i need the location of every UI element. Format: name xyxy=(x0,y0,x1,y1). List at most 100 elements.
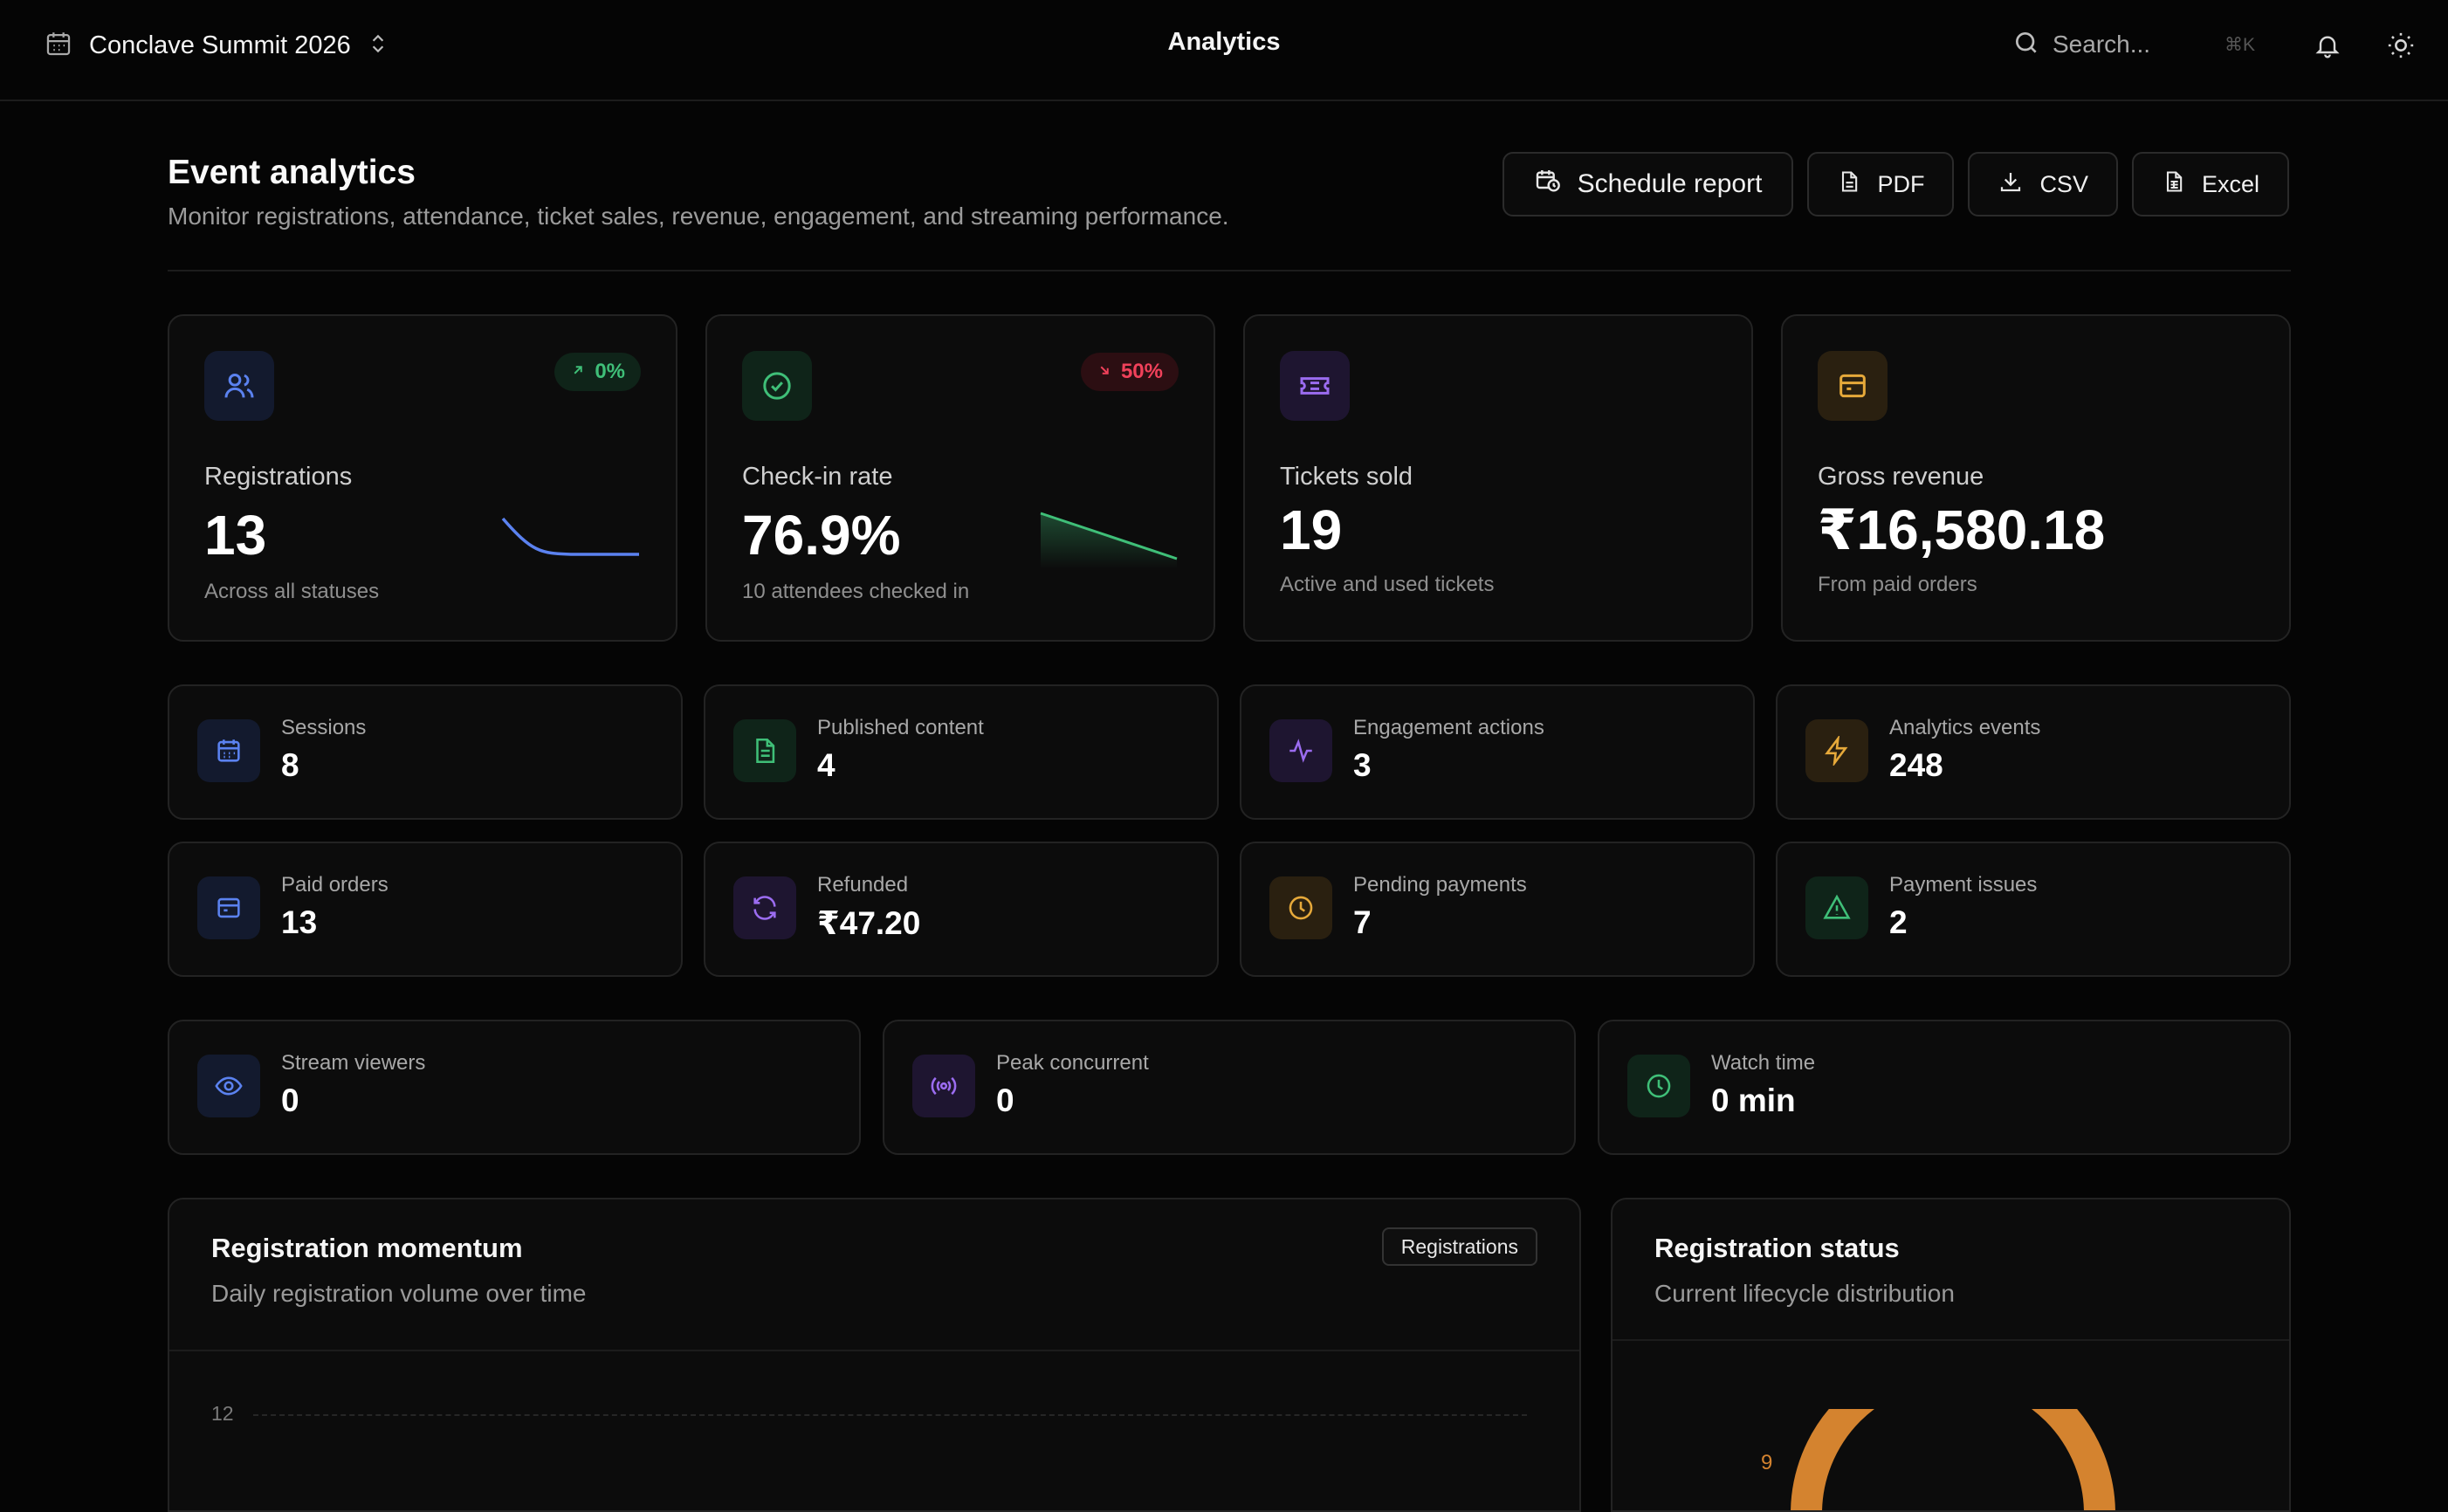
registrations-sparkline xyxy=(501,517,639,556)
registrations-series-toggle[interactable]: Registrations xyxy=(1381,1227,1537,1266)
pending-payments-stat[interactable]: Pending payments 7 xyxy=(1240,842,1755,977)
checkin-rate-card[interactable]: 50% Check-in rate 76.9% 10 attendees che… xyxy=(705,314,1215,642)
pending-payments-value: 7 xyxy=(1353,904,1372,940)
page-name: Analytics xyxy=(1167,28,1281,56)
donut-segment[interactable] xyxy=(1791,1409,2115,1512)
refresh-icon xyxy=(733,876,796,939)
search-shortcut: ⌘K xyxy=(2224,34,2255,55)
bell-icon[interactable] xyxy=(2308,26,2347,65)
export-excel-button[interactable]: Excel xyxy=(2131,152,2289,216)
export-pdf-button[interactable]: PDF xyxy=(1807,152,1955,216)
tickets-value: 19 xyxy=(1280,498,1343,561)
sessions-stat[interactable]: Sessions 8 xyxy=(168,684,683,820)
engagement-actions-stat[interactable]: Engagement actions 3 xyxy=(1240,684,1755,820)
checkin-sparkline xyxy=(1040,512,1178,569)
watch-time-stat[interactable]: Watch time 0 min xyxy=(1598,1020,2291,1155)
event-name: Conclave Summit 2026 xyxy=(89,31,351,59)
wallet-icon xyxy=(1818,351,1888,421)
published-content-stat[interactable]: Published content 4 xyxy=(704,684,1219,820)
y-axis-tick: 12 xyxy=(211,1402,234,1425)
published-content-label: Published content xyxy=(817,716,984,739)
paid-orders-value: 13 xyxy=(281,904,318,940)
users-icon xyxy=(204,351,274,421)
export-csv-button[interactable]: CSV xyxy=(1968,152,2118,216)
schedule-report-label: Schedule report xyxy=(1577,169,1763,198)
tickets-title: Tickets sold xyxy=(1280,463,1413,491)
file-icon xyxy=(1837,168,1861,201)
watch-time-label: Watch time xyxy=(1711,1051,1816,1075)
arrow-up-right-icon xyxy=(570,360,586,384)
stream-viewers-label: Stream viewers xyxy=(281,1051,426,1075)
sun-icon[interactable] xyxy=(2382,26,2420,65)
calendar-icon xyxy=(197,719,260,782)
payment-issues-label: Payment issues xyxy=(1889,873,2038,897)
sessions-label: Sessions xyxy=(281,716,367,739)
chevron-up-down-icon xyxy=(367,31,389,61)
arrow-down-right-icon xyxy=(1097,360,1112,384)
status-title: Registration status xyxy=(1654,1233,1900,1263)
stream-viewers-stat[interactable]: Stream viewers 0 xyxy=(168,1020,861,1155)
search-placeholder: Search... xyxy=(2053,31,2151,58)
pending-payments-label: Pending payments xyxy=(1353,873,1527,897)
calendar-clock-icon xyxy=(1534,167,1562,202)
clock-icon xyxy=(1269,876,1332,939)
document-icon xyxy=(733,719,796,782)
engagement-actions-label: Engagement actions xyxy=(1353,716,1544,739)
registration-momentum-panel: Registration momentum Daily registration… xyxy=(168,1198,1581,1512)
checkin-value: 76.9% xyxy=(742,504,901,567)
checkin-trend-badge: 50% xyxy=(1080,353,1179,391)
tickets-sub: Active and used tickets xyxy=(1280,573,1495,596)
check-circle-icon xyxy=(742,351,812,421)
event-switcher[interactable]: Conclave Summit 2026 xyxy=(44,26,389,65)
spreadsheet-icon xyxy=(2162,168,2186,201)
stream-viewers-value: 0 xyxy=(281,1082,299,1118)
pdf-label: PDF xyxy=(1877,170,1925,197)
watch-time-value: 0 min xyxy=(1711,1082,1796,1118)
wallet-icon xyxy=(197,876,260,939)
registrations-sub: Across all statuses xyxy=(204,580,380,603)
momentum-title: Registration momentum xyxy=(211,1233,523,1263)
sessions-value: 8 xyxy=(281,747,299,783)
registrations-card[interactable]: 0% Registrations 13 Across all statuses xyxy=(168,314,677,642)
refunded-value: ₹47.20 xyxy=(817,905,921,941)
revenue-title: Gross revenue xyxy=(1818,463,1984,491)
bolt-icon xyxy=(1805,719,1868,782)
gridline xyxy=(253,1414,1527,1416)
download-icon xyxy=(1998,168,2024,201)
refunded-label: Refunded xyxy=(817,873,909,897)
warning-icon xyxy=(1805,876,1868,939)
status-subtitle: Current lifecycle distribution xyxy=(1654,1280,1955,1307)
top-bar: Conclave Summit 2026 Analytics Search...… xyxy=(0,0,2448,101)
momentum-divider xyxy=(169,1350,1579,1351)
broadcast-icon xyxy=(912,1055,975,1117)
engagement-actions-value: 3 xyxy=(1353,747,1372,783)
paid-orders-label: Paid orders xyxy=(281,873,389,897)
analytics-events-label: Analytics events xyxy=(1889,716,2041,739)
registration-status-panel: Registration status Current lifecycle di… xyxy=(1611,1198,2291,1512)
excel-label: Excel xyxy=(2201,170,2259,197)
status-divider xyxy=(1613,1339,2289,1341)
payment-issues-value: 2 xyxy=(1889,904,1908,940)
search-icon xyxy=(2012,29,2040,61)
status-donut-chart xyxy=(1791,1409,2115,1512)
tickets-sold-card[interactable]: Tickets sold 19 Active and used tickets xyxy=(1243,314,1753,642)
paid-orders-stat[interactable]: Paid orders 13 xyxy=(168,842,683,977)
checkin-title: Check-in rate xyxy=(742,463,893,491)
refunded-stat[interactable]: Refunded ₹47.20 xyxy=(704,842,1219,977)
gross-revenue-card[interactable]: Gross revenue ₹16,580.18 From paid order… xyxy=(1781,314,2291,642)
registrations-title: Registrations xyxy=(204,463,353,491)
checkin-sub: 10 attendees checked in xyxy=(742,580,970,603)
donut-segment-label: 9 xyxy=(1761,1451,1773,1474)
search-input[interactable]: Search... ⌘K xyxy=(2012,24,2266,65)
eye-icon xyxy=(197,1055,260,1117)
peak-concurrent-stat[interactable]: Peak concurrent 0 xyxy=(883,1020,1576,1155)
analytics-events-stat[interactable]: Analytics events 248 xyxy=(1776,684,2291,820)
schedule-report-button[interactable]: Schedule report xyxy=(1502,152,1794,216)
peak-concurrent-label: Peak concurrent xyxy=(996,1051,1149,1075)
momentum-subtitle: Daily registration volume over time xyxy=(211,1280,587,1307)
header-divider xyxy=(168,270,2291,271)
revenue-sub: From paid orders xyxy=(1818,573,1977,596)
registrations-trend-badge: 0% xyxy=(554,353,641,391)
payment-issues-stat[interactable]: Payment issues 2 xyxy=(1776,842,2291,977)
peak-concurrent-value: 0 xyxy=(996,1082,1014,1118)
